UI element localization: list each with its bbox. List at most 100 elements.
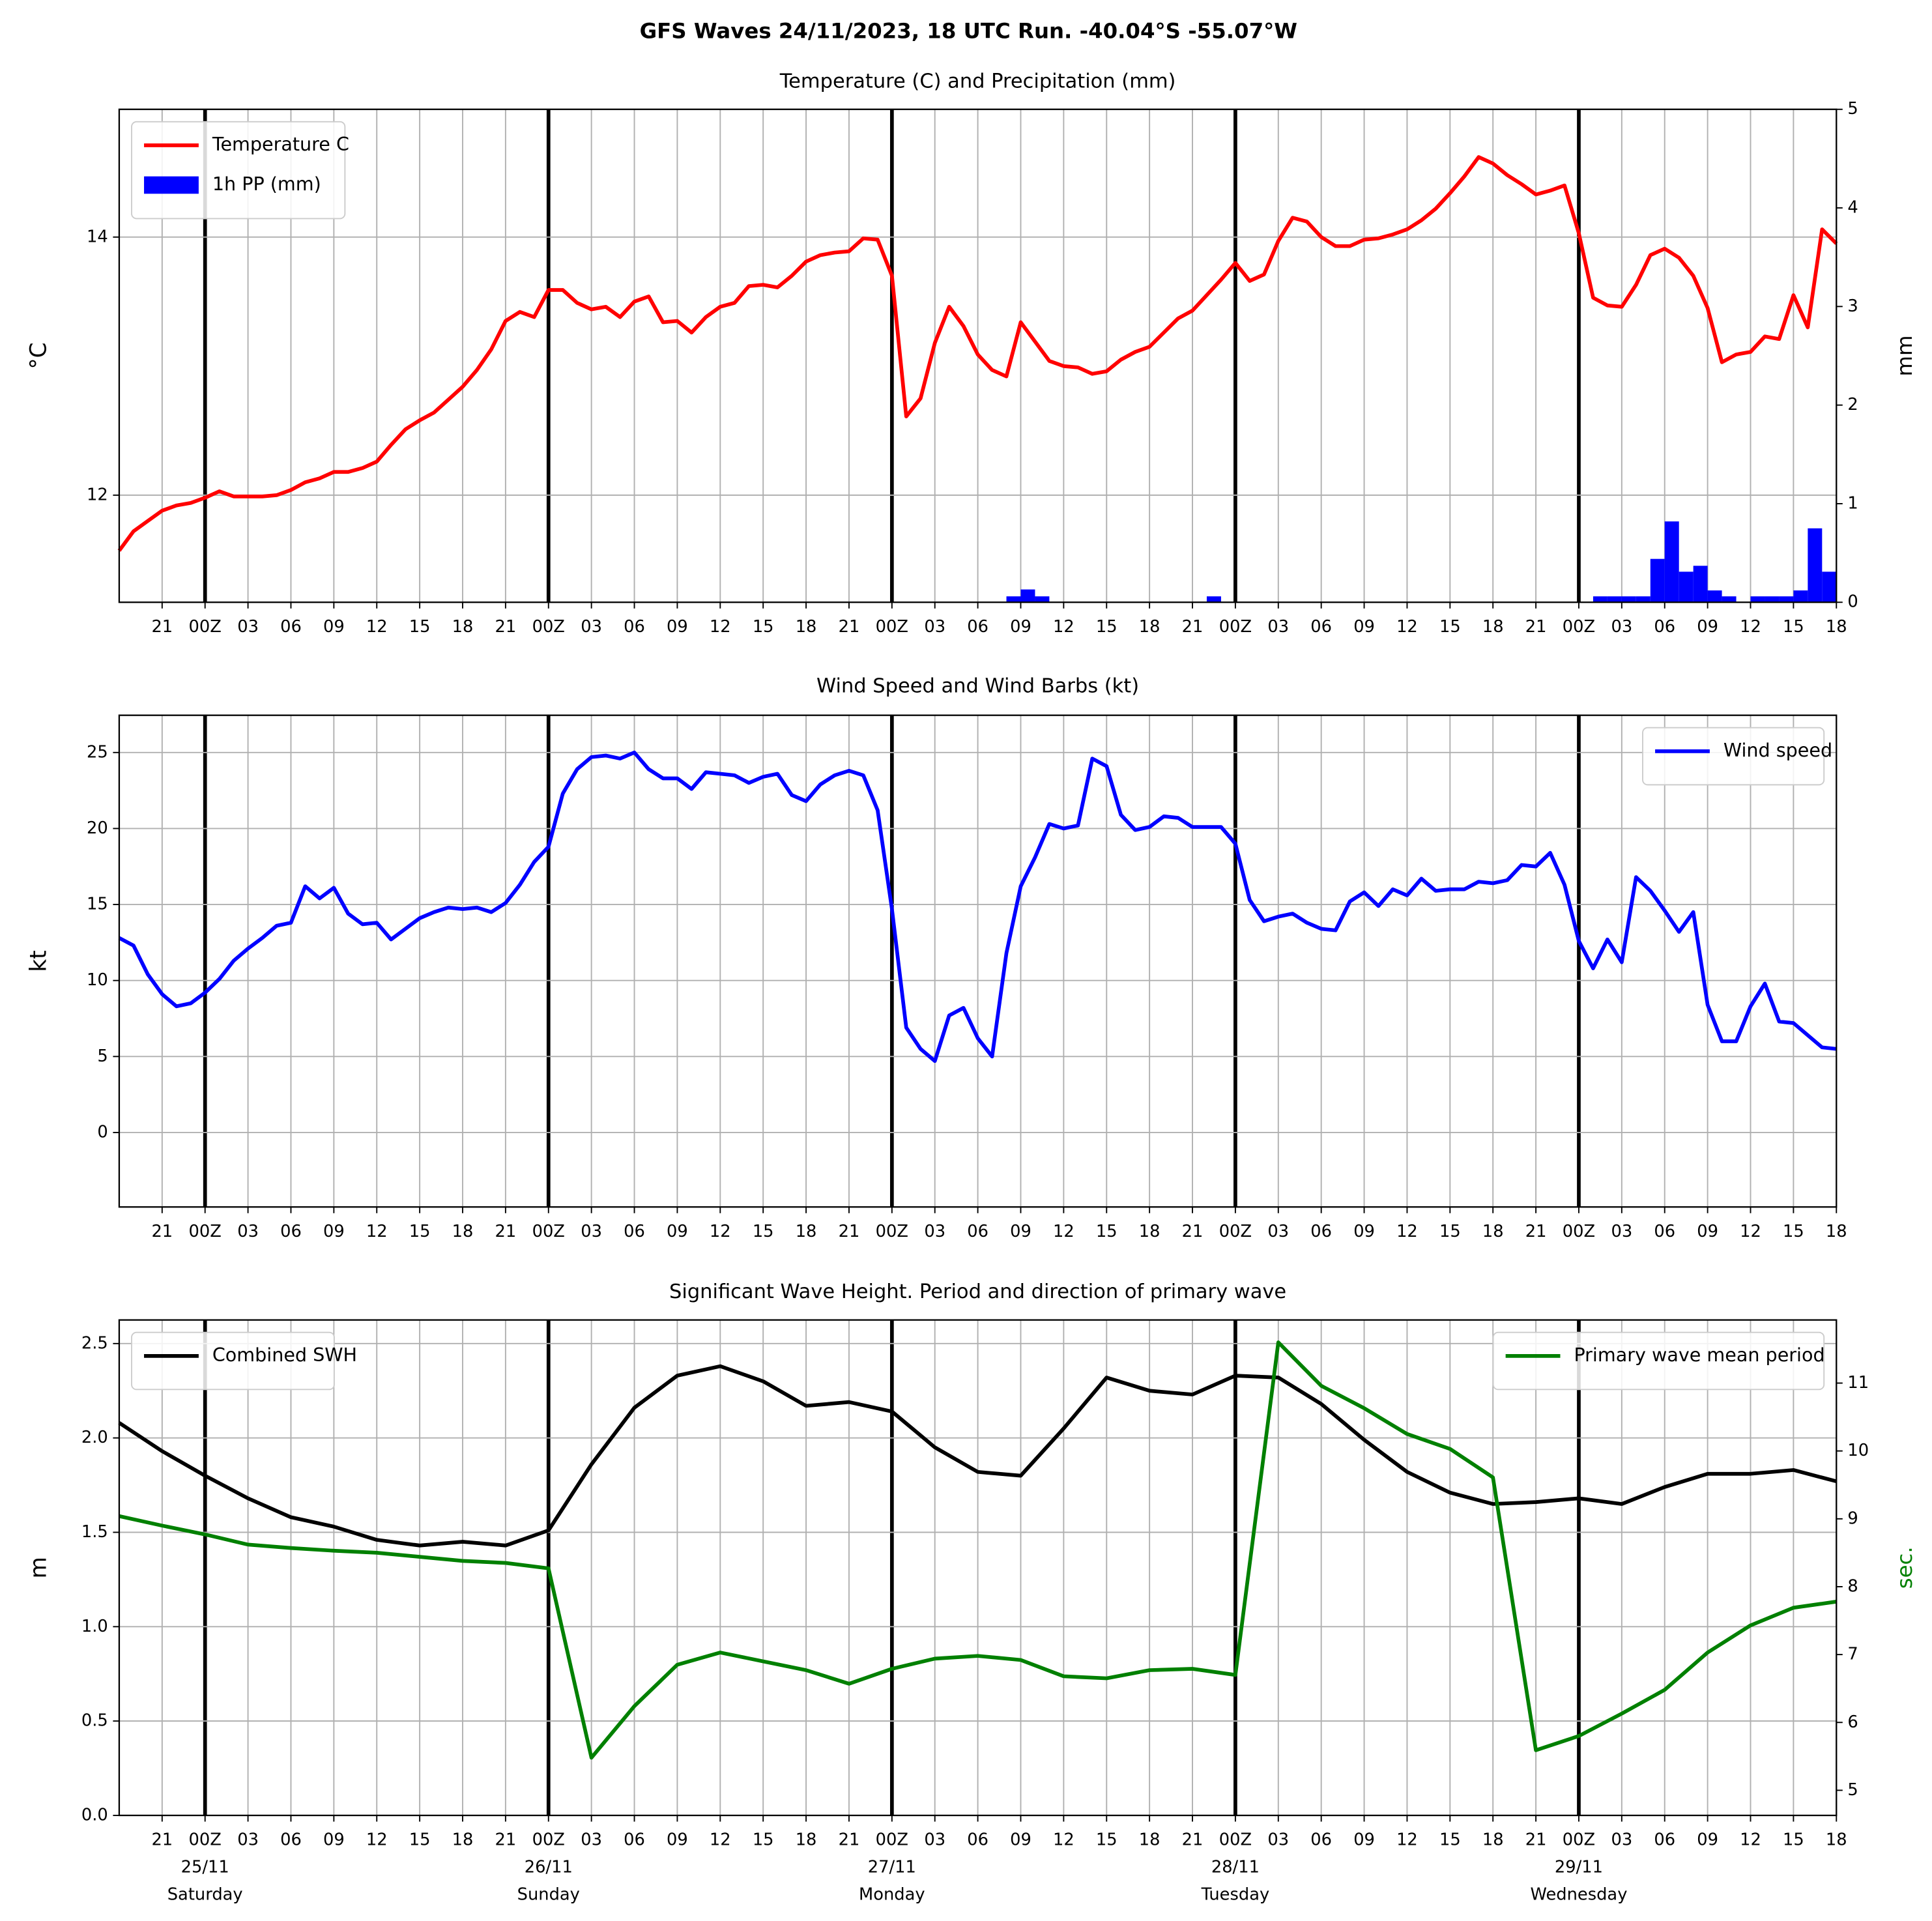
- weekday-label: Sunday: [517, 1885, 580, 1904]
- x-tick-label: 12: [1740, 1222, 1761, 1241]
- x-tick-label: 00Z: [1563, 1830, 1595, 1850]
- x-tick-label: 18: [1826, 1222, 1847, 1241]
- y-axis-label: m: [25, 1557, 51, 1578]
- x-tick-label: 21: [1525, 1830, 1547, 1850]
- x-tick-label: 09: [667, 1222, 688, 1241]
- bar: [1750, 596, 1765, 603]
- y2-tick-label: 0: [1847, 592, 1858, 612]
- x-tick-label: 21: [839, 1830, 860, 1850]
- x-tick-label: 15: [753, 1830, 774, 1850]
- bar: [1822, 571, 1837, 603]
- x-tick-label: 00Z: [532, 1830, 565, 1850]
- x-tick-label: 00Z: [1563, 1222, 1595, 1241]
- y-axis-label: °C: [25, 342, 51, 369]
- series-line: [117, 155, 1838, 552]
- x-tick-label: 00Z: [1219, 1222, 1252, 1241]
- date-label: 25/11: [181, 1857, 229, 1877]
- x-tick-label: 06: [1654, 1830, 1675, 1850]
- legend-label: Temperature C: [212, 133, 349, 155]
- bar: [1650, 558, 1665, 603]
- y2-tick-label: 7: [1847, 1645, 1858, 1664]
- x-tick-label: 21: [151, 1222, 173, 1241]
- x-tick-label: 18: [452, 1222, 474, 1241]
- y2-axis-label: mm: [1892, 335, 1917, 376]
- y-tick-label: 1.0: [81, 1617, 108, 1636]
- x-tick-label: 00Z: [189, 1222, 222, 1241]
- y-tick-label: 0.0: [81, 1805, 108, 1825]
- legend-label: Primary wave mean period: [1574, 1344, 1824, 1366]
- x-tick-label: 03: [237, 1830, 259, 1850]
- legend-swatch: [144, 176, 199, 194]
- plot-frame: [118, 108, 1838, 603]
- y-tick-label: 2.0: [81, 1428, 108, 1447]
- y2-tick-label: 11: [1847, 1373, 1869, 1393]
- y-axis-label: kt: [25, 950, 51, 972]
- x-tick-label: 03: [237, 617, 259, 637]
- x-tick-label: 06: [624, 1830, 645, 1850]
- x-tick-label: 00Z: [1219, 1830, 1252, 1850]
- y-tick-label: 15: [87, 895, 108, 914]
- x-tick-label: 06: [967, 1222, 988, 1241]
- x-tick-label: 12: [710, 617, 731, 637]
- panel-title: Wind Speed and Wind Barbs (kt): [816, 674, 1139, 697]
- x-tick-label: 12: [1053, 617, 1074, 637]
- x-tick-label: 18: [1139, 1222, 1161, 1241]
- x-tick-label: 03: [1611, 1222, 1632, 1241]
- plot-frame: [118, 1319, 1838, 1817]
- bar: [1693, 566, 1708, 603]
- x-tick-label: 09: [1353, 617, 1375, 637]
- bar: [1679, 571, 1694, 603]
- x-tick-label: 09: [1010, 1830, 1031, 1850]
- x-tick-label: 12: [366, 1830, 388, 1850]
- x-tick-label: 09: [1010, 617, 1031, 637]
- x-tick-label: 09: [1010, 1222, 1031, 1241]
- legend-box: [1642, 727, 1825, 786]
- bar: [1779, 596, 1794, 603]
- x-tick-label: 06: [280, 1222, 302, 1241]
- x-tick-label: 18: [1826, 1830, 1847, 1850]
- x-tick-label: 06: [624, 1222, 645, 1241]
- x-tick-label: 06: [967, 617, 988, 637]
- x-tick-label: 15: [1439, 617, 1461, 637]
- x-tick-label: 09: [1353, 1222, 1375, 1241]
- x-tick-label: 12: [1740, 617, 1761, 637]
- x-tick-label: 09: [1697, 1830, 1718, 1850]
- x-tick-label: 18: [1139, 617, 1161, 637]
- date-label: 27/11: [868, 1857, 916, 1877]
- bar: [1793, 590, 1808, 603]
- x-tick-label: 21: [1182, 1830, 1204, 1850]
- x-tick-label: 15: [409, 1830, 431, 1850]
- x-tick-label: 15: [1783, 1830, 1804, 1850]
- series-line: [119, 1340, 1837, 1760]
- x-tick-label: 15: [1783, 617, 1804, 637]
- x-tick-label: 18: [796, 1222, 817, 1241]
- legend-label: Combined SWH: [212, 1344, 357, 1366]
- y2-tick-label: 3: [1847, 296, 1858, 316]
- x-tick-label: 15: [1439, 1830, 1461, 1850]
- x-tick-label: 03: [1267, 1222, 1289, 1241]
- x-tick-label: 00Z: [876, 1830, 908, 1850]
- x-tick-label: 12: [1396, 617, 1418, 637]
- x-tick-label: 06: [967, 1830, 988, 1850]
- x-tick-label: 18: [1482, 1830, 1504, 1850]
- x-tick-label: 21: [495, 1222, 517, 1241]
- panel-title: Temperature (C) and Precipitation (mm): [779, 70, 1176, 93]
- x-tick-label: 09: [323, 617, 345, 637]
- x-tick-label: 21: [1182, 617, 1204, 637]
- x-tick-label: 00Z: [189, 1830, 222, 1850]
- x-tick-label: 15: [1096, 1222, 1117, 1241]
- x-tick-label: 18: [1826, 617, 1847, 637]
- x-tick-label: 00Z: [189, 617, 222, 637]
- x-tick-label: 12: [1053, 1222, 1074, 1241]
- x-tick-label: 00Z: [532, 1222, 565, 1241]
- x-tick-label: 18: [1482, 1222, 1504, 1241]
- x-tick-label: 03: [1267, 617, 1289, 637]
- bar: [1636, 596, 1651, 603]
- x-tick-label: 21: [151, 1830, 173, 1850]
- x-tick-label: 03: [1267, 1830, 1289, 1850]
- legend-box: [1492, 1331, 1825, 1391]
- x-tick-label: 03: [581, 1830, 602, 1850]
- y-tick-label: 1.5: [81, 1522, 108, 1542]
